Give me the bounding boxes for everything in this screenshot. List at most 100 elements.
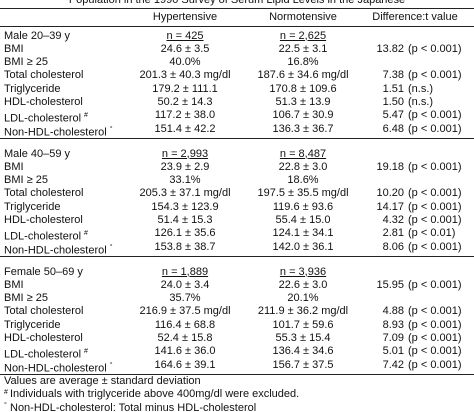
p-value: (p < 0.001) — [408, 332, 462, 344]
row-label: Non-HDL-cholesterol ° — [4, 125, 113, 139]
normotensive-value: 142.0 ± 36.1 — [272, 240, 334, 253]
row-label: HDL-cholesterol — [4, 332, 83, 344]
hypertensive-value: 51.4 ± 15.3 — [157, 214, 213, 226]
t-value: 1.50 — [382, 96, 404, 108]
hypertensive-value: 141.6 ± 36.0 — [154, 345, 216, 358]
row-label: Triglyceride — [4, 318, 61, 331]
normotensive-value: 22.6 ± 3.0 — [278, 278, 328, 291]
hypertensive-value: 153.8 ± 38.7 — [154, 240, 216, 253]
hypertensive-value: 179.2 ± 111.1 — [152, 82, 218, 95]
normotensive-value: 16.8% — [287, 56, 319, 69]
column-header: Difference:t value — [372, 10, 458, 23]
footnote-mark: ° — [109, 125, 113, 133]
row-label: BMI — [4, 278, 24, 291]
t-value: 19.18 — [376, 160, 404, 173]
hypertensive-value: 52.4 ± 15.8 — [157, 332, 213, 344]
normotensive-value: 51.3 ± 13.9 — [275, 96, 331, 108]
p-value: (p < 0.001) — [408, 278, 462, 291]
section-rule — [0, 256, 474, 258]
column-header: Hypertensive — [152, 10, 218, 23]
t-value: 1.51 — [382, 82, 404, 95]
p-value: (p < 0.001) — [408, 187, 462, 200]
p-value: (p < 0.001) — [408, 200, 462, 213]
sample-size: n = 2,993 — [161, 147, 209, 160]
t-value: 10.20 — [376, 187, 404, 200]
normotensive-value: 20.1% — [287, 292, 319, 305]
footnote-mark: # — [84, 112, 88, 120]
t-value: 15.95 — [376, 278, 404, 291]
normotensive-value: 187.6 ± 34.6 mg/dl — [257, 69, 349, 82]
p-value: (p < 0.001) — [408, 240, 462, 253]
rule — [0, 26, 474, 27]
section-label: Male 20–39 y — [4, 29, 71, 42]
column-header: Normotensive — [269, 10, 337, 23]
normotensive-value: 22.5 ± 3.1 — [278, 42, 328, 55]
hypertensive-value: 126.1 ± 35.6 — [154, 227, 216, 240]
t-value: 6.48 — [382, 122, 404, 135]
hypertensive-value: 154.3 ± 123.9 — [151, 200, 219, 213]
hypertensive-value: 205.3 ± 37.1 mg/dl — [139, 187, 231, 200]
footnote-mark: # — [84, 230, 88, 238]
p-value: (p < 0.001) — [408, 305, 462, 318]
p-value: (p < 0.001) — [408, 69, 462, 82]
hypertensive-value: 40.0% — [169, 56, 201, 69]
hypertensive-value: 116.4 ± 68.8 — [154, 318, 216, 331]
sample-size: n = 1,889 — [161, 265, 209, 278]
normotensive-value: 156.7 ± 37.5 — [272, 358, 334, 371]
row-label: BMI — [4, 160, 24, 173]
t-value: 14.17 — [376, 200, 404, 213]
p-value: (p < 0.001) — [408, 109, 462, 122]
t-value: 4.32 — [382, 214, 404, 226]
t-value: 7.42 — [382, 358, 404, 371]
normotensive-value: 170.8 ± 109.6 — [269, 82, 337, 95]
t-value: 7.38 — [382, 69, 404, 82]
sample-size: n = 8,487 — [279, 147, 327, 160]
row-label: LDL-cholesterol # — [4, 230, 88, 243]
hypertensive-value: 24.6 ± 3.5 — [160, 42, 210, 55]
normotensive-value: 22.8 ± 3.0 — [278, 160, 328, 173]
p-value: (p < 0.001) — [408, 42, 462, 55]
hypertensive-value: 33.1% — [169, 174, 201, 187]
section-label: Male 40–59 y — [4, 147, 71, 160]
t-value: 5.47 — [382, 109, 404, 122]
p-value: (p < 0.001) — [408, 160, 462, 173]
t-value: 8.93 — [382, 318, 404, 331]
hypertensive-value: 24.0 ± 3.4 — [160, 278, 210, 291]
sample-size: n = 3,936 — [279, 265, 327, 278]
normotensive-value: 55.3 ± 15.4 — [275, 332, 331, 344]
row-label: HDL-cholesterol — [4, 96, 83, 108]
footnote-mark: ° — [109, 243, 113, 251]
hypertensive-value: 164.6 ± 39.1 — [154, 358, 216, 371]
row-label: Non-HDL-cholesterol ° — [4, 243, 113, 257]
row-label: BMI ≥ 25 — [4, 56, 48, 69]
p-value: (p < 0.001) — [408, 318, 462, 331]
t-value: 4.88 — [382, 305, 404, 318]
hypertensive-value: 201.3 ± 40.3 mg/dl — [139, 69, 231, 82]
sample-size: n = 2,625 — [279, 29, 327, 42]
table-title: Population in the 1990 Survey of Serum L… — [69, 0, 405, 7]
p-value: (p < 0.001) — [408, 358, 462, 371]
row-label: LDL-cholesterol # — [4, 348, 88, 361]
hypertensive-value: 151.4 ± 42.2 — [154, 122, 216, 135]
rule — [0, 8, 474, 9]
normotensive-value: 211.9 ± 36.2 mg/dl — [257, 305, 349, 318]
hypertensive-value: 216.9 ± 37.5 mg/dl — [139, 305, 231, 318]
bottom-rule — [0, 374, 474, 376]
hypertensive-value: 117.2 ± 38.0 — [154, 109, 216, 122]
p-value: (n.s.) — [408, 96, 434, 108]
row-label: BMI — [4, 42, 24, 55]
normotensive-value: 101.7 ± 59.6 — [272, 318, 334, 331]
footnote: Individuals with triglyceride above 400m… — [10, 388, 300, 400]
normotensive-value: 106.7 ± 30.9 — [272, 109, 334, 122]
t-value: 13.82 — [376, 42, 404, 55]
normotensive-value: 136.4 ± 34.6 — [272, 345, 334, 358]
hypertensive-value: 23.9 ± 2.9 — [160, 160, 210, 173]
row-label: Total cholesterol — [4, 305, 84, 318]
row-label: Triglyceride — [4, 82, 61, 95]
t-value: 7.09 — [382, 332, 404, 344]
footnote: Non-HDL-cholesterol: Total minus HDL-cho… — [10, 401, 257, 412]
footnote-mark: # — [84, 348, 88, 356]
p-value: (p < 0.001) — [408, 214, 462, 226]
row-label: Total cholesterol — [4, 69, 84, 82]
sample-size: n = 425 — [166, 29, 204, 42]
